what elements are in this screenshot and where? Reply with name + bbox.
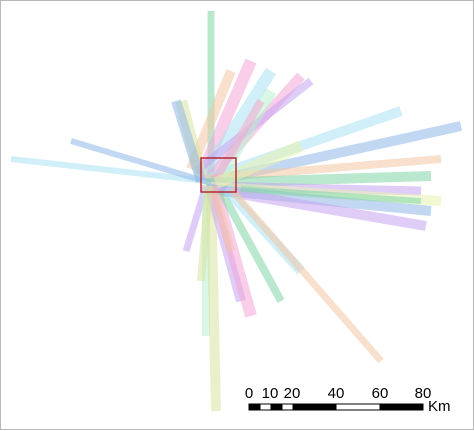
flow-line-32: [197, 185, 213, 282]
scale-segment-2: [259, 403, 272, 411]
flow-line-30: [213, 140, 304, 189]
scale-label-40: 40: [328, 385, 345, 402]
flow-line-21: [206, 190, 221, 412]
study-area-box: [200, 157, 237, 193]
scale-segment-6: [335, 403, 381, 411]
flow-line-15: [210, 184, 427, 231]
scale-segment-5: [292, 403, 337, 411]
scale-segment-4: [281, 403, 294, 411]
scale-label-10: 10: [262, 385, 279, 402]
flow-lines-layer: [10, 11, 463, 412]
scale-label-0: 0: [245, 385, 253, 402]
flow-line-11: [205, 171, 432, 188]
flow-line-19: [171, 99, 206, 183]
flow-line-27: [240, 186, 422, 204]
scale-bar: 0 10 20 40 60 80 Km: [245, 385, 451, 415]
scale-segment-3: [270, 403, 283, 411]
flow-line-17: [70, 138, 212, 186]
scale-label-60: 60: [372, 385, 389, 402]
flow-line-26: [228, 186, 384, 364]
scale-segment-7: [379, 403, 424, 411]
scale-unit: Km: [428, 398, 451, 415]
scale-label-20: 20: [284, 385, 301, 402]
scale-label-80: 80: [415, 385, 432, 402]
flow-line-31: [209, 184, 235, 253]
flow-line-29: [212, 99, 265, 181]
flow-line-16: [10, 156, 207, 184]
flow-line-24: [217, 189, 285, 303]
scale-segment-1: [248, 403, 261, 411]
